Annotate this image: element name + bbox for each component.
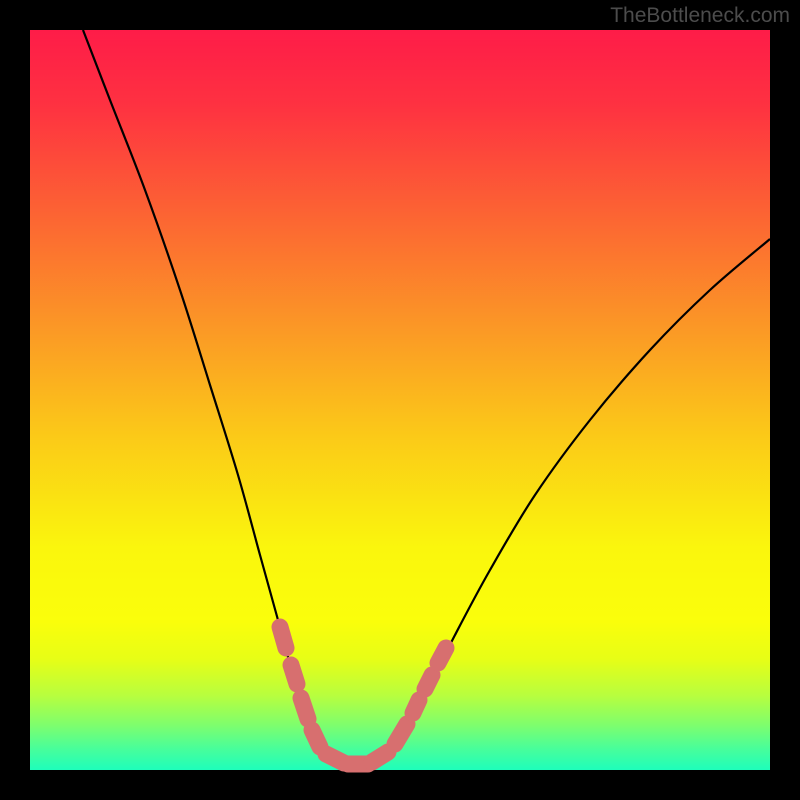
marker-segment [413, 700, 419, 713]
plot-background [30, 30, 770, 770]
marker-segment [312, 730, 320, 747]
marker-segment [291, 665, 297, 684]
marker-segment [395, 724, 407, 744]
marker-segment [438, 648, 446, 663]
marker-segment [301, 698, 308, 719]
bottleneck-chart [0, 0, 800, 800]
watermark-label: TheBottleneck.com [610, 4, 790, 28]
marker-segment [280, 627, 286, 648]
marker-segment [372, 752, 388, 762]
chart-stage: TheBottleneck.com [0, 0, 800, 800]
marker-segment [425, 675, 432, 689]
